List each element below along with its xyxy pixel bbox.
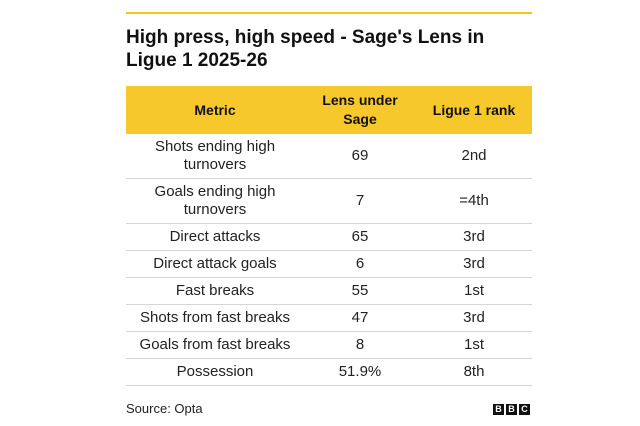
metric-cell: Possession	[126, 358, 304, 386]
bbc-logo-block-b1: B	[493, 404, 504, 415]
rank-cell: 2nd	[416, 134, 532, 179]
metric-cell: Shots from fast breaks	[126, 304, 304, 332]
metric-cell: Goals from fast breaks	[126, 331, 304, 359]
rank-cell: 1st	[416, 277, 532, 305]
value-cell: 65	[304, 223, 416, 251]
rank-cell: 3rd	[416, 250, 532, 278]
table-row: Shots ending high turnovers 69 2nd	[126, 134, 532, 179]
rank-cell: 3rd	[416, 304, 532, 332]
metric-cell: Shots ending high turnovers	[126, 134, 304, 179]
table-row: Possession 51.9% 8th	[126, 358, 532, 386]
chart-frame: High press, high speed - Sage's Lens in …	[126, 12, 532, 424]
bbc-logo: B B C	[493, 404, 530, 415]
value-cell: 7	[304, 178, 416, 224]
table-row: Direct attacks 65 3rd	[126, 223, 532, 251]
chart-footer: Source: Opta B B C	[126, 400, 532, 424]
metric-cell: Direct attack goals	[126, 250, 304, 278]
value-cell: 55	[304, 277, 416, 305]
value-cell: 69	[304, 134, 416, 179]
bbc-logo-block-b2: B	[506, 404, 517, 415]
rank-cell: 1st	[416, 331, 532, 359]
table-row: Goals ending high turnovers 7 =4th	[126, 178, 532, 224]
table-row: Direct attack goals 6 3rd	[126, 250, 532, 278]
header-ligue-1-rank: Ligue 1 rank	[416, 86, 532, 134]
table-header: Metric Lens under Sage Ligue 1 rank	[126, 86, 532, 134]
header-metric: Metric	[126, 86, 304, 134]
table-body: Shots ending high turnovers 69 2nd Goals…	[126, 134, 532, 386]
top-rule	[126, 12, 532, 14]
value-cell: 8	[304, 331, 416, 359]
metric-cell: Fast breaks	[126, 277, 304, 305]
table-row: Goals from fast breaks 8 1st	[126, 331, 532, 359]
value-cell: 6	[304, 250, 416, 278]
header-row: Metric Lens under Sage Ligue 1 rank	[126, 86, 532, 134]
header-lens-under-sage: Lens under Sage	[304, 86, 416, 134]
rank-cell: =4th	[416, 178, 532, 224]
metric-cell: Goals ending high turnovers	[126, 178, 304, 224]
chart-title: High press, high speed - Sage's Lens in …	[126, 27, 485, 71]
table-row: Shots from fast breaks 47 3rd	[126, 304, 532, 332]
bbc-logo-block-c: C	[519, 404, 530, 415]
data-table: Metric Lens under Sage Ligue 1 rank Shot…	[126, 86, 532, 386]
rank-cell: 8th	[416, 358, 532, 386]
value-cell: 51.9%	[304, 358, 416, 386]
rank-cell: 3rd	[416, 223, 532, 251]
table-row: Fast breaks 55 1st	[126, 277, 532, 305]
metric-cell: Direct attacks	[126, 223, 304, 251]
value-cell: 47	[304, 304, 416, 332]
source-note: Source: Opta	[126, 401, 203, 416]
